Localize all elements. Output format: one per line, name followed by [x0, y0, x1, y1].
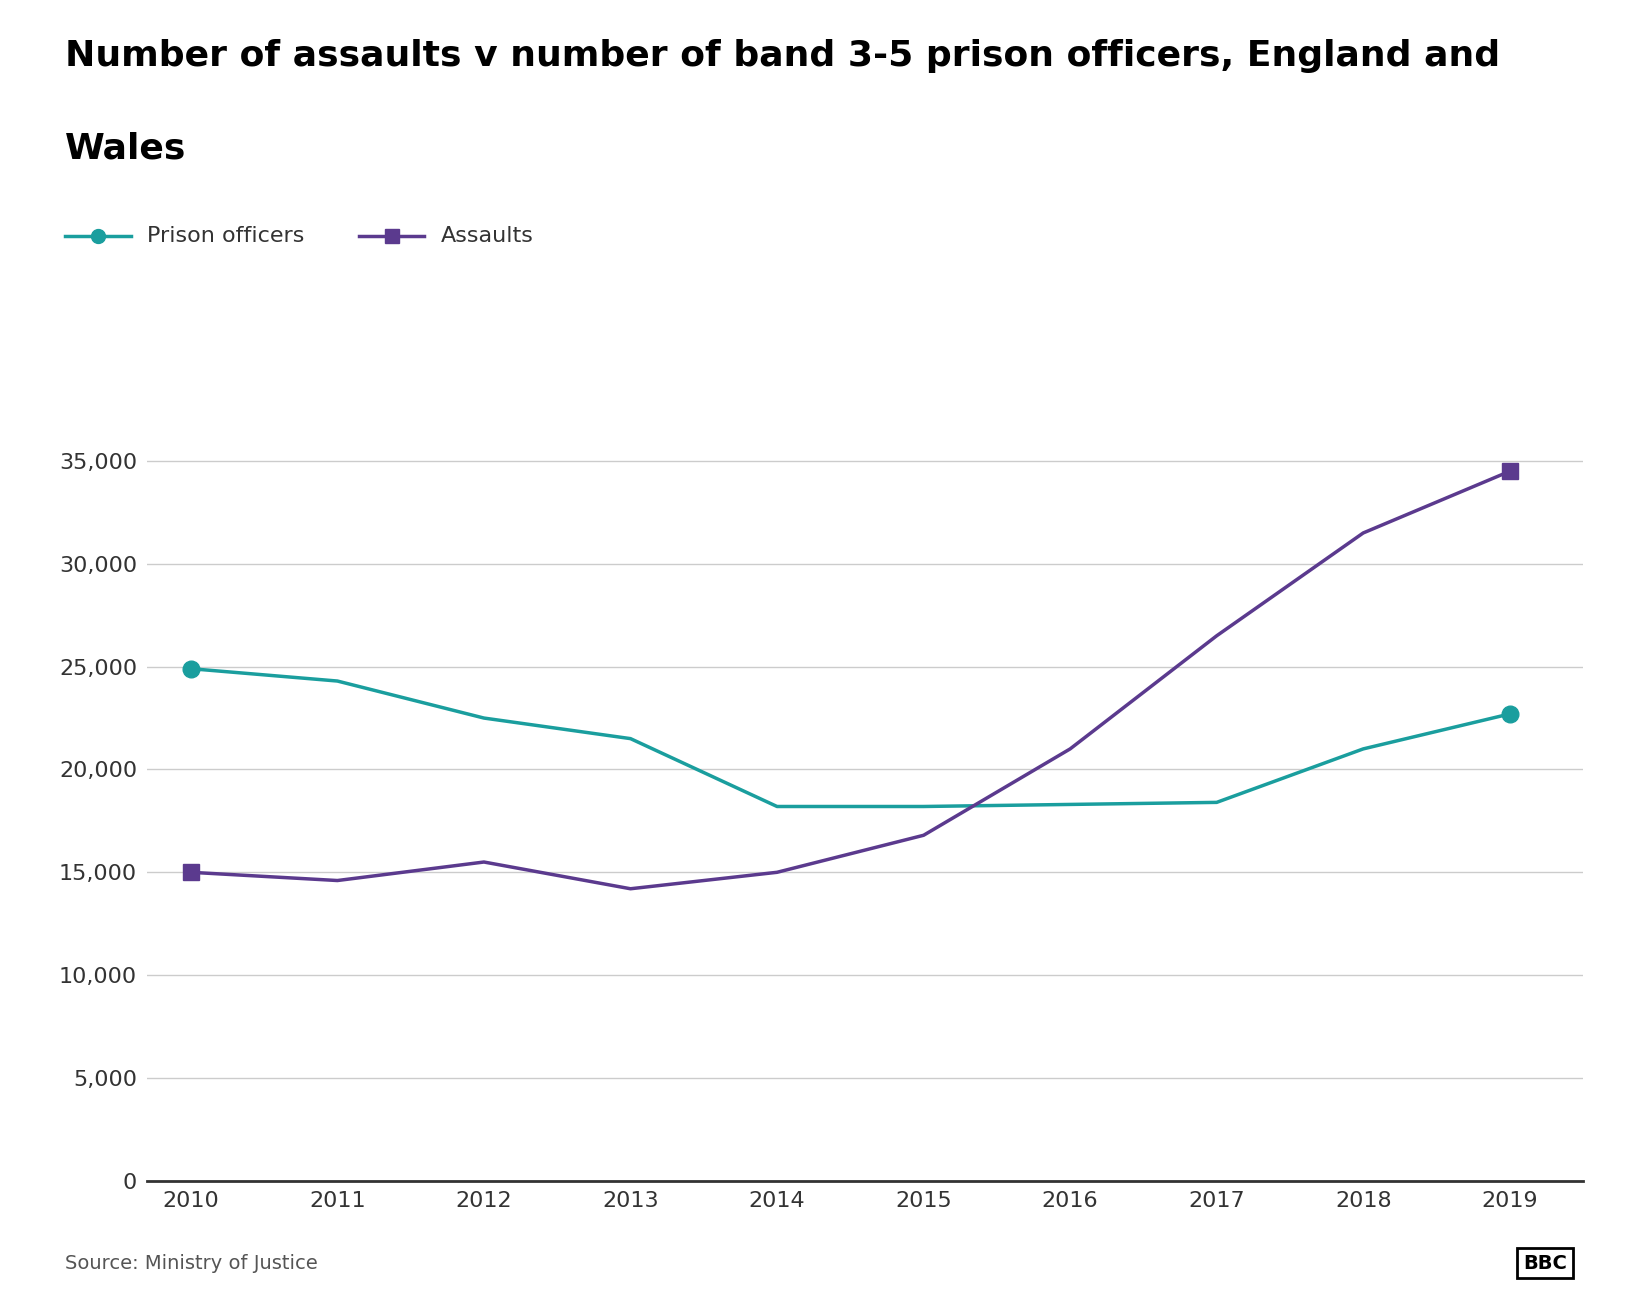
- Text: Assaults: Assaults: [441, 226, 534, 247]
- Text: Number of assaults v number of band 3-5 prison officers, England and: Number of assaults v number of band 3-5 …: [65, 39, 1500, 73]
- Text: Wales: Wales: [65, 131, 186, 165]
- Text: Source: Ministry of Justice: Source: Ministry of Justice: [65, 1254, 318, 1273]
- Text: Prison officers: Prison officers: [147, 226, 304, 247]
- Text: BBC: BBC: [1523, 1254, 1567, 1273]
